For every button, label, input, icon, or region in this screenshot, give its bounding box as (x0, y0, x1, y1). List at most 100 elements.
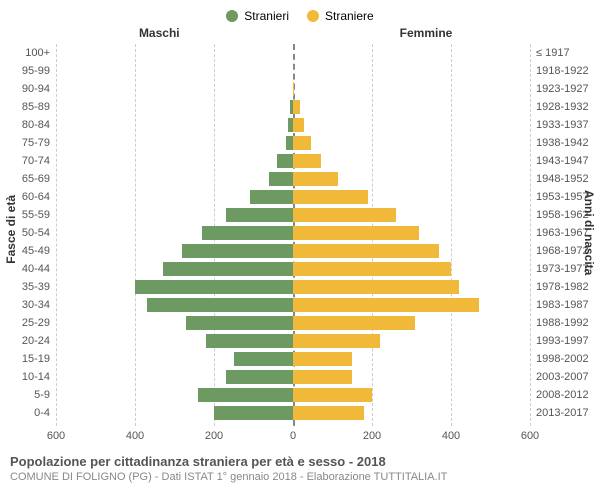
bar-male (269, 172, 293, 186)
birth-year-label: 1963-1967 (536, 226, 589, 240)
bar-female (293, 208, 396, 222)
age-label: 45-49 (22, 244, 50, 258)
bar-female (293, 298, 479, 312)
birth-year-label: 1993-1997 (536, 334, 589, 348)
birth-year-label: 1968-1972 (536, 244, 589, 258)
birth-year-label: 2013-2017 (536, 406, 589, 420)
bar-male (206, 334, 293, 348)
birth-year-label: 1933-1937 (536, 118, 589, 132)
bar-female (293, 370, 352, 384)
birth-year-label: 2003-2007 (536, 370, 589, 384)
bar-female (293, 244, 439, 258)
legend: Stranieri Straniere (0, 0, 600, 26)
bar-male (147, 298, 293, 312)
birth-year-label: 1988-1992 (536, 316, 589, 330)
age-label: 50-54 (22, 226, 50, 240)
grid-line (135, 44, 136, 426)
chart-title: Popolazione per cittadinanza straniera p… (10, 454, 590, 469)
chart-subtitle: COMUNE DI FOLIGNO (PG) - Dati ISTAT 1° g… (10, 471, 590, 483)
birth-year-label: 1973-1977 (536, 262, 589, 276)
age-label: 30-34 (22, 298, 50, 312)
birth-year-label: 1978-1982 (536, 280, 589, 294)
x-tick-label: 600 (47, 430, 65, 442)
bar-female (293, 190, 368, 204)
legend-label-male: Stranieri (244, 9, 289, 23)
age-label: 95-99 (22, 64, 50, 78)
plot-area: 6004002000200400600100+≤ 191795-991918-1… (56, 44, 530, 426)
bar-male (135, 280, 293, 294)
column-header-female: Femmine (400, 26, 453, 40)
age-label: 75-79 (22, 136, 50, 150)
legend-item-male: Stranieri (226, 9, 289, 23)
legend-item-female: Straniere (307, 9, 374, 23)
bar-male (250, 190, 293, 204)
bar-male (186, 316, 293, 330)
grid-line (451, 44, 452, 426)
x-tick-label: 200 (363, 430, 381, 442)
age-label: 0-4 (34, 406, 50, 420)
y-axis-title-left: Fasce di età (4, 195, 18, 264)
column-header-male: Maschi (139, 26, 180, 40)
age-label: 80-84 (22, 118, 50, 132)
birth-year-label: 1998-2002 (536, 352, 589, 366)
x-tick-label: 600 (521, 430, 539, 442)
bar-male (182, 244, 293, 258)
birth-year-label: 1928-1932 (536, 100, 589, 114)
age-label: 100+ (25, 46, 50, 60)
bar-female (293, 226, 419, 240)
bar-female (293, 100, 300, 114)
age-label: 65-69 (22, 172, 50, 186)
bar-female (293, 334, 380, 348)
age-label: 90-94 (22, 82, 50, 96)
age-label: 70-74 (22, 154, 50, 168)
bar-female (293, 136, 311, 150)
bar-male (198, 388, 293, 402)
bar-female (293, 172, 338, 186)
bar-male (286, 136, 293, 150)
bar-male (202, 226, 293, 240)
age-label: 10-14 (22, 370, 50, 384)
age-label: 20-24 (22, 334, 50, 348)
bar-male (214, 406, 293, 420)
legend-label-female: Straniere (325, 9, 374, 23)
birth-year-label: 1943-1947 (536, 154, 589, 168)
age-label: 35-39 (22, 280, 50, 294)
birth-year-label: 1923-1927 (536, 82, 589, 96)
bar-female (293, 388, 372, 402)
x-tick-label: 0 (290, 430, 296, 442)
birth-year-label: 1948-1952 (536, 172, 589, 186)
chart-footer: Popolazione per cittadinanza straniera p… (0, 448, 600, 483)
birth-year-label: 1918-1922 (536, 64, 589, 78)
bar-female (293, 154, 321, 168)
age-label: 40-44 (22, 262, 50, 276)
grid-line (530, 44, 531, 426)
birth-year-label: 1983-1987 (536, 298, 589, 312)
age-label: 5-9 (34, 388, 50, 402)
x-tick-label: 400 (442, 430, 460, 442)
birth-year-label: 2008-2012 (536, 388, 589, 402)
age-label: 60-64 (22, 190, 50, 204)
bar-female (293, 118, 304, 132)
bar-female (293, 262, 451, 276)
birth-year-label: 1938-1942 (536, 136, 589, 150)
bar-female (293, 352, 352, 366)
bar-male (277, 154, 293, 168)
bar-male (226, 208, 293, 222)
bar-female (293, 82, 294, 96)
bar-female (293, 316, 415, 330)
bar-male (163, 262, 293, 276)
bar-male (226, 370, 293, 384)
age-label: 55-59 (22, 208, 50, 222)
bar-male (234, 352, 293, 366)
age-label: 15-19 (22, 352, 50, 366)
column-headers: Maschi Femmine (0, 26, 600, 44)
birth-year-label: ≤ 1917 (536, 46, 570, 60)
legend-swatch-male (226, 10, 238, 22)
grid-line (56, 44, 57, 426)
legend-swatch-female (307, 10, 319, 22)
bar-female (293, 280, 459, 294)
age-label: 25-29 (22, 316, 50, 330)
age-label: 85-89 (22, 100, 50, 114)
bar-female (293, 406, 364, 420)
population-pyramid-chart: Stranieri Straniere Maschi Femmine 60040… (0, 0, 600, 500)
